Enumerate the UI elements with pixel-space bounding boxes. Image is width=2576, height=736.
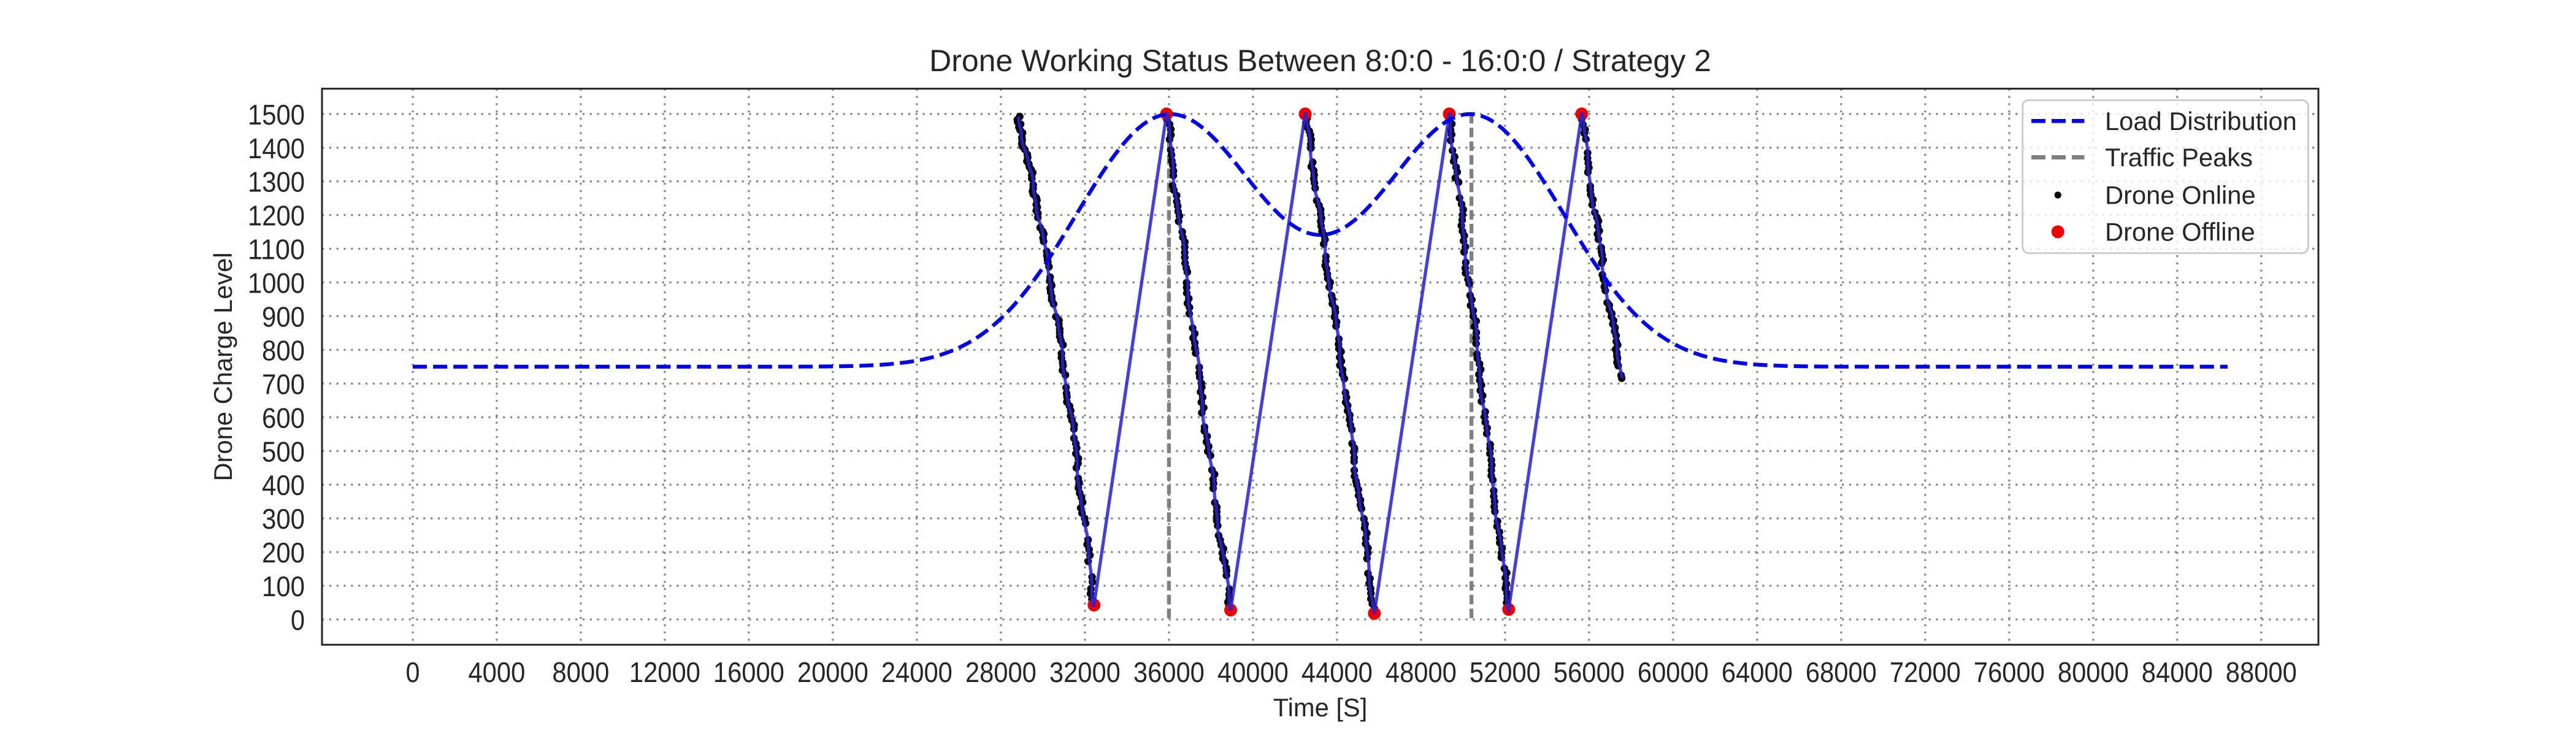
svg-text:52000: 52000 <box>1470 656 1541 688</box>
svg-text:8000: 8000 <box>552 656 609 688</box>
svg-text:20000: 20000 <box>797 656 868 688</box>
svg-text:32000: 32000 <box>1049 656 1121 688</box>
svg-text:400: 400 <box>262 469 305 501</box>
svg-text:4000: 4000 <box>468 656 525 688</box>
svg-text:800: 800 <box>262 334 305 366</box>
svg-text:1400: 1400 <box>248 132 305 164</box>
svg-text:48000: 48000 <box>1386 656 1457 688</box>
svg-text:44000: 44000 <box>1301 656 1373 688</box>
svg-text:200: 200 <box>262 537 305 569</box>
svg-text:1000: 1000 <box>248 267 305 299</box>
svg-text:72000: 72000 <box>1890 656 1961 688</box>
svg-text:0: 0 <box>406 656 420 688</box>
svg-text:600: 600 <box>262 402 305 434</box>
svg-text:Drone Charge Level: Drone Charge Level <box>209 252 237 481</box>
svg-text:Drone Working Status Between 8: Drone Working Status Between 8:0:0 - 16:… <box>929 44 1711 78</box>
svg-text:60000: 60000 <box>1638 656 1709 688</box>
svg-text:300: 300 <box>262 503 305 535</box>
svg-text:500: 500 <box>262 435 305 467</box>
svg-text:24000: 24000 <box>881 656 953 688</box>
svg-text:Drone Offline: Drone Offline <box>2105 218 2255 247</box>
svg-text:Time [S]: Time [S] <box>1273 693 1368 722</box>
svg-text:16000: 16000 <box>713 656 784 688</box>
svg-text:Load Distribution: Load Distribution <box>2105 107 2297 136</box>
svg-text:1200: 1200 <box>248 200 305 232</box>
svg-text:68000: 68000 <box>1806 656 1877 688</box>
svg-text:28000: 28000 <box>965 656 1037 688</box>
svg-text:100: 100 <box>262 570 305 602</box>
svg-text:Drone Online: Drone Online <box>2105 181 2256 210</box>
svg-text:700: 700 <box>262 368 305 400</box>
svg-text:900: 900 <box>262 301 305 333</box>
svg-text:12000: 12000 <box>629 656 700 688</box>
svg-text:1300: 1300 <box>248 166 305 198</box>
svg-text:88000: 88000 <box>2226 656 2297 688</box>
svg-text:36000: 36000 <box>1133 656 1205 688</box>
svg-text:Traffic Peaks: Traffic Peaks <box>2105 143 2253 172</box>
svg-text:1100: 1100 <box>248 234 305 266</box>
svg-text:76000: 76000 <box>1974 656 2045 688</box>
svg-text:64000: 64000 <box>1722 656 1793 688</box>
svg-text:80000: 80000 <box>2058 656 2129 688</box>
svg-text:56000: 56000 <box>1554 656 1625 688</box>
svg-text:84000: 84000 <box>2142 656 2213 688</box>
svg-text:0: 0 <box>291 604 305 636</box>
svg-text:1500: 1500 <box>248 99 305 131</box>
svg-text:40000: 40000 <box>1217 656 1289 688</box>
